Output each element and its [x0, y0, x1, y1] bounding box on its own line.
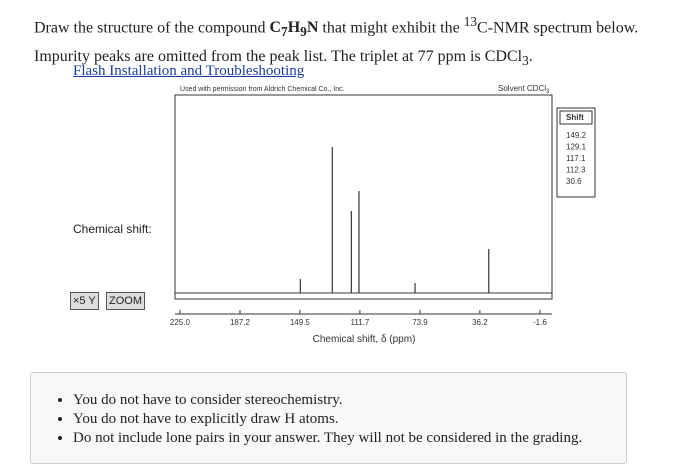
note: You do not have to consider stereochemis…	[73, 391, 626, 410]
text: C	[269, 19, 282, 37]
zoom-y-button[interactable]: ×5 Y	[70, 292, 99, 310]
shift-value: 117.1	[566, 154, 586, 163]
formula: C7H9N	[269, 19, 319, 39]
link[interactable]: Flash Installation and Troubleshooting	[73, 63, 305, 79]
x-tick-label: -1.6	[533, 318, 547, 327]
x-tick-label: 187.2	[230, 318, 251, 327]
x-tick-label: 225.0	[170, 318, 191, 327]
notes-box: You do not have to consider stereochemis…	[30, 372, 627, 464]
shift-value: 129.1	[566, 143, 587, 152]
frame	[174, 94, 553, 300]
x-axis-label: Chemical shift, δ (ppm)	[313, 334, 416, 345]
question: Draw the structure of the compound C7H9N…	[34, 10, 674, 73]
label: Chemical shift:	[73, 222, 152, 236]
text: 9	[300, 24, 307, 40]
text: 13	[463, 14, 478, 29]
solvent: Solvent CDCl3	[498, 84, 550, 95]
x-tick-label: 36.2	[472, 318, 488, 327]
shift-header: Shift	[566, 113, 584, 122]
note: You do not have to explicitly draw H ato…	[73, 410, 626, 429]
permission: Used with permission from Aldrich Chemic…	[180, 86, 345, 93]
note: Do not include lone pairs in your answer…	[73, 429, 626, 448]
text: .	[528, 47, 533, 65]
text: 3	[522, 52, 529, 68]
text: N	[306, 19, 319, 37]
text: that might exhibit the	[318, 19, 464, 37]
text: 7	[281, 24, 288, 40]
text: H	[287, 19, 301, 37]
text: C-NMR spectrum below. Impurity peaks are…	[34, 19, 639, 65]
x-tick-label: 149.5	[290, 318, 311, 327]
x-tick-label: 111.7	[351, 318, 370, 327]
shift-value: 112.3	[566, 166, 586, 175]
text: Draw the structure of the compound	[34, 19, 270, 37]
shift-value: 149.2	[566, 131, 587, 140]
text: 3	[546, 89, 550, 95]
text: Solvent CDCl	[498, 84, 546, 93]
shift-value: 30.6	[566, 177, 582, 186]
x-tick-label: 73.9	[412, 318, 428, 327]
zoom-button[interactable]: ZOOM	[106, 292, 145, 310]
shift-header-box	[559, 110, 593, 125]
